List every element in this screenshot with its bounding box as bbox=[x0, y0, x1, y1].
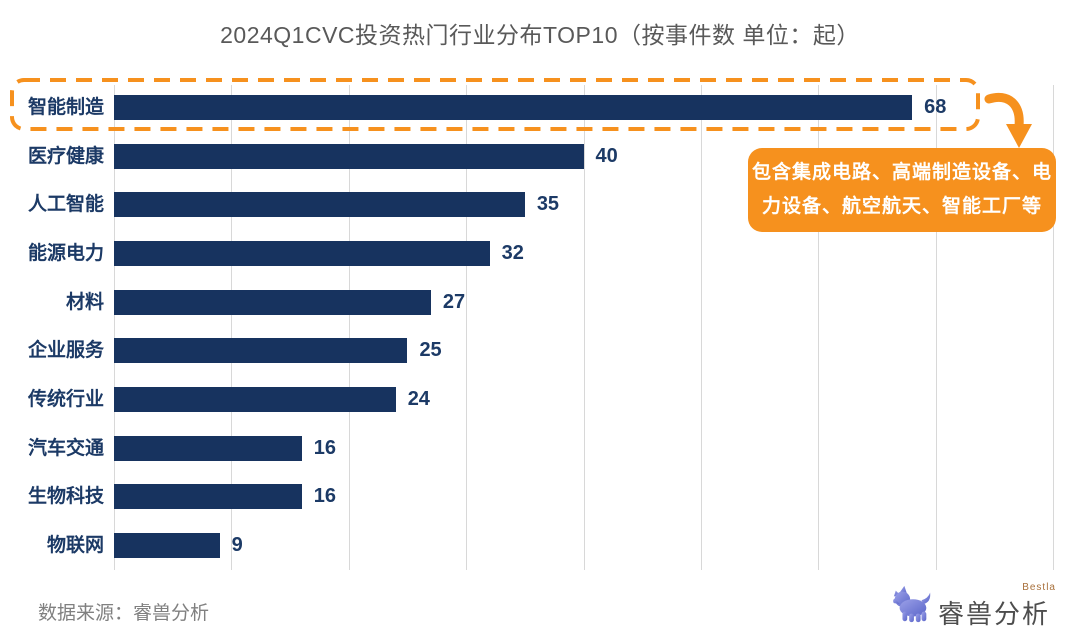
bar-8 bbox=[114, 484, 302, 510]
value-label-5: 25 bbox=[419, 339, 442, 362]
gridline-x-20 bbox=[348, 85, 350, 570]
gridline-x-40 bbox=[583, 85, 585, 570]
bar-5 bbox=[114, 338, 408, 364]
brand-name: 睿兽分析 bbox=[938, 599, 1051, 629]
annotation-callout: 包含集成电路、高端制造设备、电 力设备、航空航天、智能工厂等 bbox=[748, 148, 1056, 232]
bar-4 bbox=[114, 289, 431, 315]
category-label-9: 物联网 bbox=[46, 534, 104, 556]
bar-7 bbox=[114, 435, 302, 461]
category-label-1: 医疗健康 bbox=[27, 145, 104, 167]
value-label-4: 27 bbox=[442, 290, 466, 313]
value-label-7: 16 bbox=[313, 436, 337, 459]
category-label-4: 材料 bbox=[65, 291, 104, 313]
gridline-x-80 bbox=[1053, 85, 1054, 570]
gridline-x-0 bbox=[114, 85, 115, 570]
category-label-0: 智能制造 bbox=[27, 97, 104, 118]
gridline-x-70 bbox=[935, 85, 937, 570]
category-label-2: 人工智能 bbox=[27, 194, 104, 216]
brand-logo: 睿兽分析 Bestla bbox=[890, 582, 1060, 630]
chart-title: 2024Q1CVC投资热门行业分布TOP10（按事件数 单位：起） bbox=[220, 22, 860, 48]
value-label-8: 16 bbox=[313, 485, 337, 508]
value-label-2: 35 bbox=[536, 193, 560, 216]
value-label-0: 68 bbox=[924, 96, 947, 118]
gridline-x-60 bbox=[818, 85, 820, 570]
bar-2 bbox=[114, 192, 525, 218]
value-label-3: 32 bbox=[501, 241, 524, 264]
gridline-x-10 bbox=[231, 85, 233, 570]
category-label-6: 传统行业 bbox=[27, 388, 104, 410]
bar-1 bbox=[114, 143, 584, 169]
bar-0 bbox=[114, 95, 913, 120]
bestla-beast-icon bbox=[893, 585, 931, 623]
annotation-line-2: 力设备、航空航天、智能工厂等 bbox=[761, 196, 1042, 217]
brand-name-en: Bestla bbox=[1022, 582, 1056, 593]
category-label-7: 汽车交通 bbox=[27, 437, 104, 459]
value-label-9: 9 bbox=[231, 533, 243, 556]
category-label-8: 生物科技 bbox=[27, 486, 104, 508]
gridline-x-30 bbox=[466, 85, 468, 570]
data-source-note: 数据来源：睿兽分析 bbox=[38, 603, 210, 624]
bar-6 bbox=[114, 386, 396, 412]
category-label-3: 能源电力 bbox=[27, 242, 104, 264]
value-label-1: 40 bbox=[595, 144, 618, 167]
bar-3 bbox=[114, 240, 490, 266]
gridline-x-50 bbox=[700, 85, 702, 570]
category-label-5: 企业服务 bbox=[27, 340, 104, 362]
bar-9 bbox=[114, 532, 220, 558]
annotation-line-1: 包含集成电路、高端制造设备、电 bbox=[751, 162, 1052, 183]
value-label-6: 24 bbox=[407, 387, 430, 410]
